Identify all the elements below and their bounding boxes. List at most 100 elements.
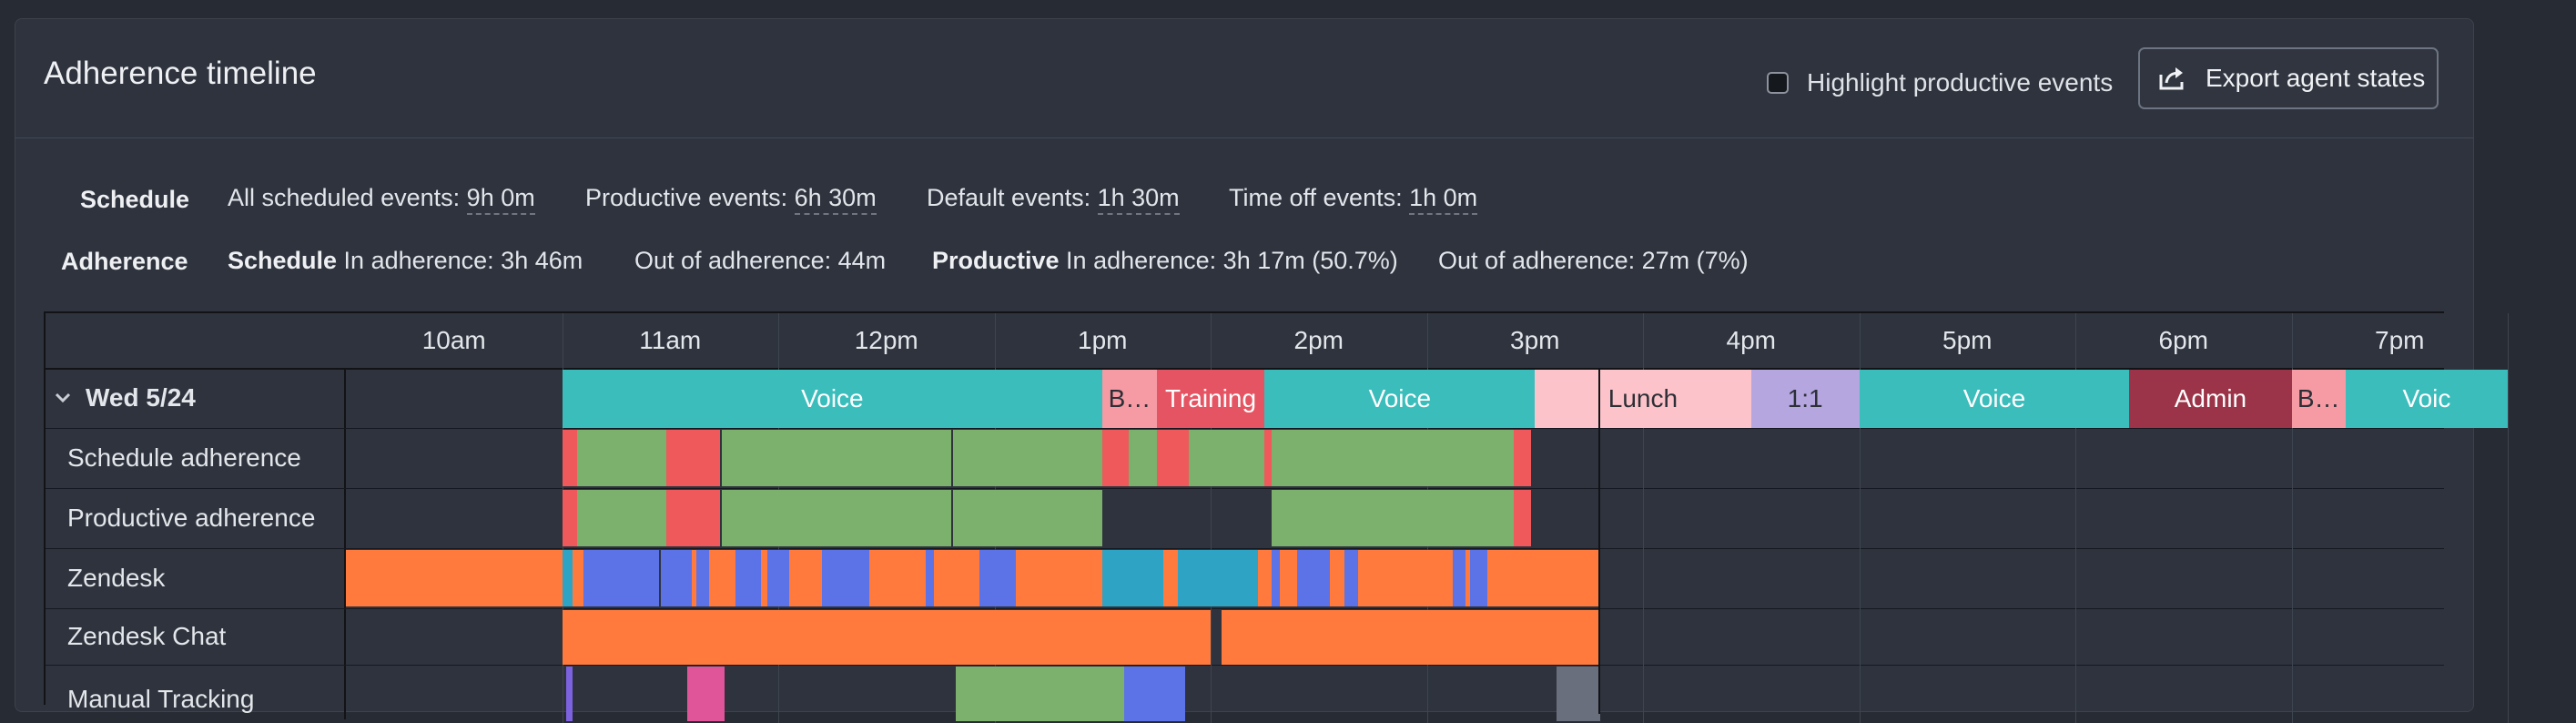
zendesk-state-block[interactable] [1162,550,1179,606]
productive-adherence-block[interactable] [1513,490,1531,546]
schedule-event-event[interactable] [1535,370,1596,428]
row-label-productive-adherence: Productive adherence [46,488,346,548]
highlight-productive-checkbox[interactable] [1767,72,1789,94]
productive-events-value[interactable]: 6h 30m [794,184,877,215]
all-scheduled-events-value[interactable]: 9h 0m [466,184,535,215]
productive-adherence-block[interactable] [1271,490,1514,546]
manual-tracking-block[interactable] [955,667,1124,721]
zendesk-state-block[interactable] [1329,550,1345,606]
zendesk-state-block[interactable] [925,550,934,606]
zendesk-state-block[interactable] [788,550,822,606]
zendesk-state-block[interactable] [934,550,979,606]
zendesk-chat-state-block[interactable] [562,610,1211,665]
zendesk-state-block[interactable] [695,550,709,606]
schedule-adherence-block[interactable] [577,430,666,486]
zendesk-state-block[interactable] [1453,550,1466,606]
zendesk-state-block[interactable] [346,550,563,606]
zendesk-state-block[interactable] [562,550,573,606]
zendesk-state-block[interactable] [692,550,696,606]
schedule-event-voic[interactable]: Voic [2345,370,2508,428]
zendesk-state-block[interactable] [1297,550,1330,606]
time-tick-10am: 10am [421,326,486,354]
productive-adherence-block[interactable] [562,490,578,546]
zendesk-state-block[interactable] [1178,550,1259,606]
manual-tracking-block[interactable] [1557,667,1600,721]
schedule-adherence-block[interactable] [1189,430,1265,486]
schedule-adherence-block[interactable] [1128,430,1157,486]
time-tick-11am: 11am [639,326,702,354]
schedule-event-b[interactable]: B… [2291,370,2346,428]
day-label: Wed 5/24 [86,383,196,412]
zendesk-state-block[interactable] [868,550,926,606]
zendesk-state-block[interactable] [709,550,735,606]
chevron-down-icon[interactable] [53,391,73,405]
zendesk-state-block[interactable] [1258,550,1272,606]
schedule-adherence-block[interactable] [719,430,951,486]
schedule-adherence-block[interactable] [1156,430,1190,486]
schedule-event-b[interactable]: B… [1102,370,1157,428]
highlight-productive-label[interactable]: Highlight productive events [1807,68,2114,97]
manual-tracking-block[interactable] [566,667,573,721]
zendesk-state-block[interactable] [1271,550,1280,606]
productive-adherence-block[interactable] [951,490,1103,546]
zendesk-chat-state-block[interactable] [1221,610,1600,665]
schedule-adherence-block[interactable] [1513,430,1531,486]
zendesk-state-block[interactable] [659,550,692,606]
schedule-adherence-block[interactable] [562,430,578,486]
row-label-schedule-adherence: Schedule adherence [46,428,346,488]
productive-adherence-block[interactable] [665,490,720,546]
row-label-zendesk-chat: Zendesk Chat [46,608,346,665]
time-tick-7pm: 7pm [2375,326,2425,354]
zendesk-state-block[interactable] [832,550,869,606]
productive-adherence-block[interactable] [577,490,666,546]
zendesk-state-block[interactable] [573,550,584,606]
zendesk-state-block[interactable] [767,550,789,606]
schedule-adherence-block[interactable] [1271,430,1514,486]
row-label-manual-tracking: Manual Tracking [46,665,346,719]
zendesk-state-block[interactable] [1470,550,1487,606]
zendesk-state-block[interactable] [1344,550,1358,606]
time-tick-12pm: 12pm [854,326,918,354]
time-tick-4pm: 4pm [1726,326,1776,354]
row-divider [46,665,2444,666]
zendesk-state-block[interactable] [1465,550,1470,606]
highlight-productive-toggle[interactable]: Highlight productive events [1767,66,2113,99]
column-divider [2291,313,2293,723]
zendesk-state-block[interactable] [1357,550,1453,606]
zendesk-state-block[interactable] [1487,550,1600,606]
day-row-header[interactable]: Wed 5/24 [46,368,346,428]
time-tick-2pm: 2pm [1293,326,1344,354]
manual-tracking-block[interactable] [687,667,725,721]
zendesk-state-block[interactable] [583,550,660,606]
zendesk-state-block[interactable] [1280,550,1297,606]
zendesk-state-block[interactable] [821,550,833,606]
zendesk-state-block[interactable] [1016,550,1103,606]
zendesk-state-block[interactable] [979,550,1017,606]
time-off-events-value[interactable]: 1h 0m [1409,184,1478,215]
schedule-adherence-block[interactable] [1264,430,1272,486]
zendesk-state-block[interactable] [761,550,768,606]
column-divider [2508,313,2509,723]
export-label[interactable]: Export agent states [2206,64,2426,92]
schedule-event-lunch[interactable]: Lunch [1595,370,1751,428]
schedule-adherence-block[interactable] [665,430,720,486]
time-tick-1pm: 1pm [1078,326,1128,354]
schedule-event-voice[interactable]: Voice [1859,370,2130,428]
schedule-adherence-block[interactable] [951,430,1103,486]
export-agent-states-button[interactable]: Export agent states [2138,47,2439,109]
schedule-event-admin[interactable]: Admin [2129,370,2292,428]
default-events-value[interactable]: 1h 30m [1097,184,1180,215]
schedule-event-training[interactable]: Training [1156,370,1265,428]
manual-tracking-block[interactable] [1124,667,1185,721]
schedule-adherence-block[interactable] [1102,430,1129,486]
schedule-event-voice[interactable]: Voice [562,370,1103,428]
panel-title: Adherence timeline [44,56,317,91]
productive-adherence-block[interactable] [719,490,951,546]
zendesk-state-block[interactable] [1102,550,1163,606]
zendesk-state-block[interactable] [735,550,761,606]
column-divider [2075,313,2076,723]
row-divider [46,548,2444,549]
schedule-event-voice[interactable]: Voice [1264,370,1536,428]
all-scheduled-events-stat: All scheduled events: 9h 0m [228,184,535,215]
schedule-event-11[interactable]: 1:1 [1750,370,1860,428]
